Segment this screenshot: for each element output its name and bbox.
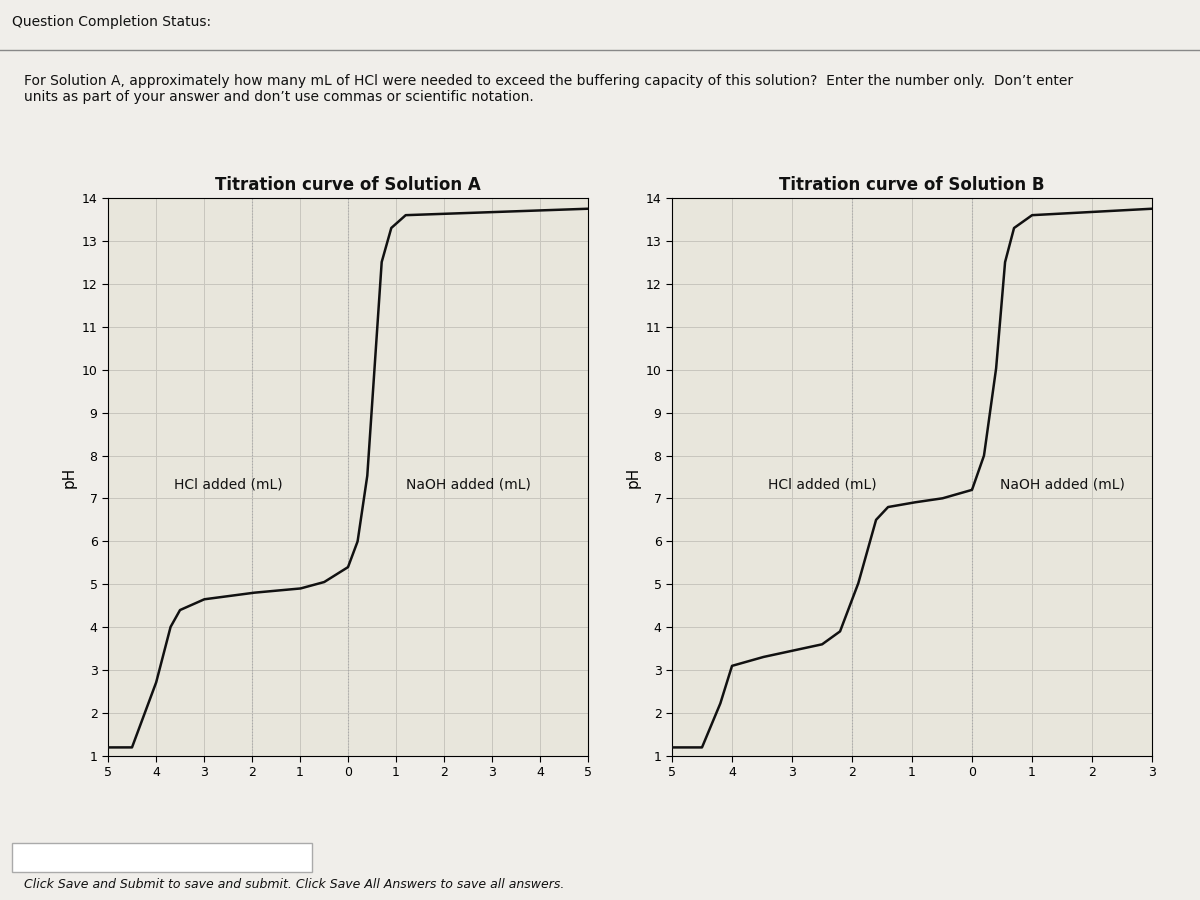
Text: HCl added (mL): HCl added (mL) xyxy=(768,477,876,491)
Text: Click Save and Submit to save and submit. Click Save All Answers to save all ans: Click Save and Submit to save and submit… xyxy=(24,878,564,891)
Text: For Solution A, approximately how many mL of HCl were needed to exceed the buffe: For Solution A, approximately how many m… xyxy=(24,74,1073,104)
Text: NaOH added (mL): NaOH added (mL) xyxy=(1000,477,1124,491)
Text: NaOH added (mL): NaOH added (mL) xyxy=(406,477,530,491)
Title: Titration curve of Solution B: Titration curve of Solution B xyxy=(779,176,1045,194)
Title: Titration curve of Solution A: Titration curve of Solution A xyxy=(215,176,481,194)
Y-axis label: pH: pH xyxy=(625,466,640,488)
Text: HCl added (mL): HCl added (mL) xyxy=(174,477,282,491)
Text: Question Completion Status:: Question Completion Status: xyxy=(12,14,211,29)
Bar xyxy=(12,843,312,871)
Y-axis label: pH: pH xyxy=(61,466,76,488)
